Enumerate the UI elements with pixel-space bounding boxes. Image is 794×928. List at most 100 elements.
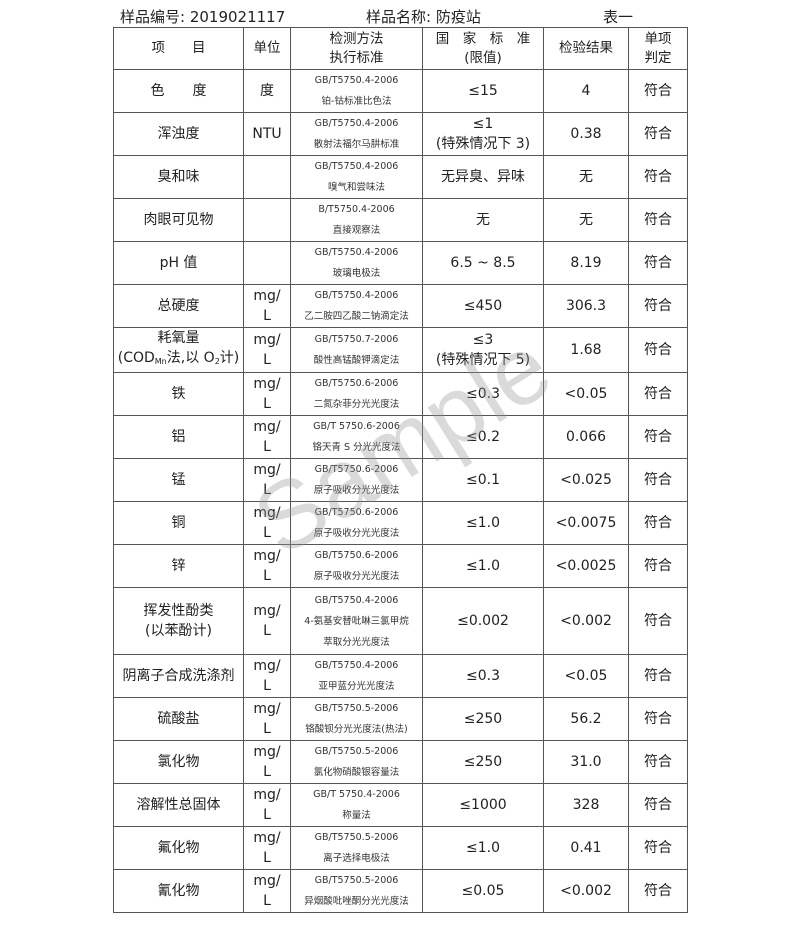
method-line: GB/T5750.7-2006 [314,334,399,345]
standard-line: ≤250 [463,711,503,727]
table-row: 氯化物 mg/L GB/T5750.5-2006 氯化物硝酸银容量法 ≤250 31.0 符… [113,740,688,784]
method-line: 亚甲蓝分光光度法 [318,681,395,692]
standard-cell: ≤1.0 [422,826,544,870]
unit-line: L [263,439,271,455]
table-row: 铜 mg/L GB/T5750.6-2006 原子吸收分光光度法 ≤1.0 <0.0075… [113,501,688,545]
table-row: 色 度 度 GB/T5750.4-2006 铂-钴标准比色法 ≤15 4 符合 [113,69,688,113]
method-line: 原子吸收分光光度法 [313,485,400,496]
item-line: 浑浊度 [114,124,243,144]
item-text: 锌 [171,558,186,574]
item-cell: 臭和味 [113,155,244,199]
method-cell: GB/T5750.6-2006 二氮杂菲分光光度法 [290,372,423,416]
unit-line: mg/ [253,288,281,304]
standard-line: ≤1000 [459,797,507,813]
table-row: 锌 mg/L GB/T5750.6-2006 原子吸收分光光度法 ≤1.0 <0.0025… [113,544,688,588]
item-text: 阴离子合成洗涤剂 [122,668,235,684]
standard-cell: ≤1 (特殊情况下 3) [422,112,544,156]
unit-cell [243,198,291,242]
unit-line: mg/ [253,744,281,760]
item-text: pH 值 [159,255,198,271]
method-line: 铂-钴标准比色法 [321,96,392,107]
judgment-cell: 符合 [628,826,688,870]
item-line: 氰化物 [114,881,243,901]
item-line: 氟化物 [114,838,243,858]
unit-line: mg/ [253,548,281,564]
result-cell: 306.3 [543,284,629,328]
method-line: GB/T5750.6-2006 [314,550,399,561]
method-cell: GB/T5750.4-2006 玻璃电极法 [290,241,423,285]
sample-name: 样品名称: 防疫站 [366,8,481,26]
item-line: 铁 [114,384,243,404]
judgment-cell: 符合 [628,241,688,285]
table-row: 溶解性总固体 mg/L GB/T 5750.4-2006 称量法 ≤1000 328 符合 [113,783,688,827]
item-text: 锰 [171,472,186,488]
standard-line: ≤1.0 [466,515,500,531]
judgment-cell: 符合 [628,869,688,913]
item-text: 铁 [171,386,186,402]
item-cell: 氯化物 [113,740,244,784]
result-cell: 无 [543,198,629,242]
unit-line: mg/ [253,332,281,348]
item-text: 溶解性总固体 [136,797,221,813]
unit-cell: NTU [243,112,291,156]
result-cell: <0.05 [543,654,629,698]
judgment-cell: 符合 [628,654,688,698]
method-line: 酸性高锰酸钾滴定法 [313,355,400,366]
result-cell: 4 [543,69,629,113]
standard-line: 无 [476,212,490,228]
item-text: 耗氧量 [157,330,200,346]
method-line: 氯化物硝酸银容量法 [313,767,400,778]
method-line: 直接观察法 [332,225,381,236]
item-cell: 铝 [113,415,244,459]
table-row: 肉眼可见物 B/T5750.4-2006 直接观察法无无符合 [113,198,688,242]
method-cell: GB/T 5750.4-2006 称量法 [290,783,423,827]
unit-cell [243,155,291,199]
judgment-cell: 符合 [628,501,688,545]
item-cell: 阴离子合成洗涤剂 [113,654,244,698]
method-line: 原子吸收分光光度法 [313,528,400,539]
unit-cell: mg/L [243,740,291,784]
table-row: 锰 mg/L GB/T5750.6-2006 原子吸收分光光度法 ≤0.1 <0.025 符… [113,458,688,502]
standard-cell: 6.5 ~ 8.5 [422,241,544,285]
method-cell: GB/T5750.4-2006 散射法福尔马肼标准 [290,112,423,156]
unit-line: NTU [252,126,282,142]
standard-line: (特殊情况下 5) [435,352,531,368]
standard-line: ≤15 [468,83,498,99]
col-standard-line: (限值) [464,49,502,66]
method-line: GB/T5750.4-2006 [314,75,399,86]
unit-line: mg/ [253,603,281,619]
method-line: B/T5750.4-2006 [318,204,395,215]
item-line: 耗氧量 [114,328,243,348]
judgment-cell: 符合 [628,415,688,459]
unit-line: L [263,893,271,909]
table-row: pH 值 GB/T5750.4-2006 玻璃电极法 6.5 ~ 8.5 8.19 符合 [113,241,688,285]
item-line: 硫酸盐 [114,709,243,729]
unit-line: L [263,850,271,866]
standard-line: 无异臭、异味 [441,169,525,185]
method-line: 4-氨基安替吡啉三氯甲烷 [304,615,409,627]
result-cell: 56.2 [543,697,629,741]
unit-cell: mg/L [243,372,291,416]
item-text: 计) [219,350,240,366]
standard-cell: ≤0.002 [422,587,544,655]
method-line: GB/T5750.4-2006 [314,247,399,258]
method-line: 玻璃电极法 [332,268,381,279]
judgment-cell: 符合 [628,69,688,113]
judgment-cell: 符合 [628,544,688,588]
col-method: 检测方法 执行标准 [290,27,423,70]
method-line: GB/T5750.5-2006 [314,875,399,886]
item-text: 挥发性酚类 [143,603,214,619]
item-cell: 总硬度 [113,284,244,328]
test-results-table: 项 目 单位 检测方法 执行标准 国 家 标 准 (限值) 检验结果 单项 判定 色 … [113,27,688,913]
item-cell: 铜 [113,501,244,545]
method-line: GB/T5750.5-2006 [314,832,399,843]
method-line: 称量法 [342,810,371,821]
unit-line: L [263,623,271,639]
item-text: 硫酸盐 [157,711,200,727]
unit-line: L [263,352,271,368]
unit-cell: mg/L [243,284,291,328]
item-cell: 铁 [113,372,244,416]
item-text: 肉眼可见物 [143,212,214,228]
standard-cell: ≤1.0 [422,544,544,588]
unit-line: L [263,721,271,737]
